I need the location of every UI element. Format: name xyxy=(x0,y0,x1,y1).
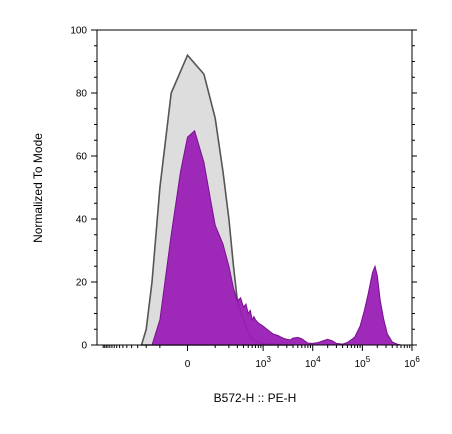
x-tick-label: 104 xyxy=(305,355,321,370)
y-tick-label: 60 xyxy=(76,152,88,163)
y-tick-label: 40 xyxy=(76,215,88,226)
plot-area xyxy=(140,53,402,346)
x-tick-label: 103 xyxy=(255,355,271,370)
y-tick-label: 20 xyxy=(76,278,88,289)
x-tick-label: 105 xyxy=(355,355,371,370)
axes xyxy=(96,29,413,346)
y-tick-label: 100 xyxy=(70,26,87,37)
x-tick-label: 106 xyxy=(404,355,420,370)
x-axis-label: B572-H :: PE-H xyxy=(214,391,297,405)
y-axis-ticks: 0 20 40 60 80 100 xyxy=(70,26,417,352)
y-tick-label: 80 xyxy=(76,89,88,100)
x-tick-label: 0 xyxy=(185,359,191,370)
x-axis-ticks: 0 103 104 105 106 xyxy=(102,345,420,370)
y-axis-label: Normalized To Mode xyxy=(31,133,45,243)
histogram-series-2 xyxy=(151,129,402,346)
plot-frame xyxy=(96,29,413,346)
y-tick-label: 0 xyxy=(81,341,87,352)
